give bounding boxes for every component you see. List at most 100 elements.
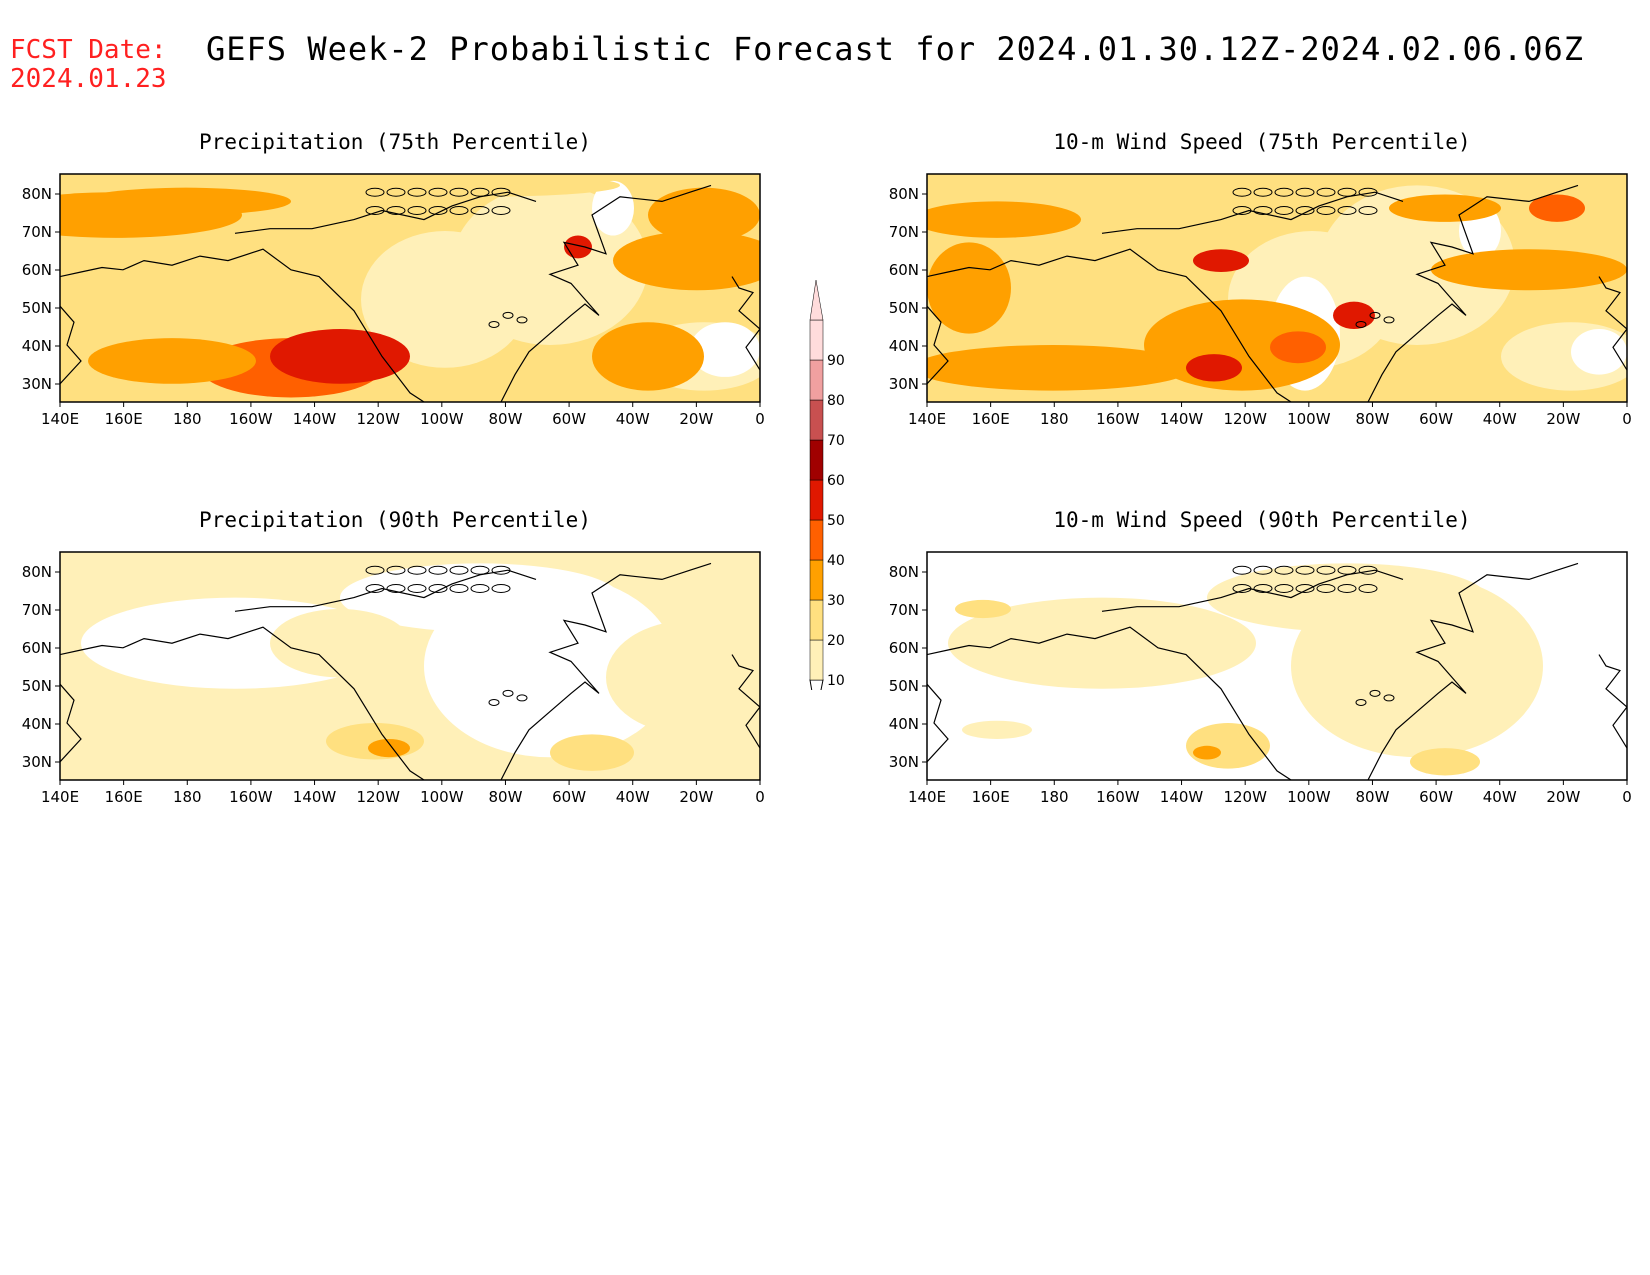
lat-tick-label: 50N xyxy=(22,677,52,695)
lon-tick-label: 20W xyxy=(1546,788,1580,806)
lon-tick-label: 180 xyxy=(1040,788,1069,806)
colorbar-label: 70 xyxy=(827,433,845,449)
colorbar-label: 40 xyxy=(827,553,845,569)
map-region xyxy=(361,231,529,368)
lat-tick-label: 50N xyxy=(22,299,52,317)
map-contour xyxy=(1333,301,1375,330)
map-contour xyxy=(592,322,704,391)
island xyxy=(449,583,469,593)
lake xyxy=(1369,689,1381,697)
lake xyxy=(1383,316,1395,324)
map-contour xyxy=(1193,745,1221,760)
lon-tick-label: 140E xyxy=(908,410,946,428)
lon-tick-label: 40W xyxy=(1483,410,1517,428)
lon-tick-label: 60W xyxy=(1419,788,1453,806)
lat-tick-label: 30N xyxy=(22,375,52,393)
map-precip-90: 140E 160E 180 160W 140W 120W 100W 80W 60W 40W 20W 0… xyxy=(22,551,765,806)
map-contour xyxy=(1431,249,1627,291)
island xyxy=(1232,565,1252,575)
panel-title: Precipitation (90th Percentile) xyxy=(199,508,591,532)
colorbar-segment xyxy=(809,319,824,361)
lat-tick-label: 40N xyxy=(22,715,52,733)
lat-tick-label: 30N xyxy=(889,375,919,393)
map-contour xyxy=(955,599,1011,619)
lat-tick-label: 60N xyxy=(22,261,52,279)
island xyxy=(1274,583,1294,593)
island xyxy=(1337,565,1357,575)
island xyxy=(1337,583,1357,593)
map-contour xyxy=(270,329,410,384)
island xyxy=(386,565,406,575)
coastline xyxy=(1367,184,1579,402)
lon-tick-label: 140W xyxy=(293,410,337,428)
lon-tick-label: 80W xyxy=(1355,788,1389,806)
lake xyxy=(516,694,528,702)
island xyxy=(1316,187,1336,197)
panel-precip-75: Precipitation (75th Percentile) 140E 160E… xyxy=(0,130,830,460)
lon-tick-label: 20W xyxy=(679,410,713,428)
island xyxy=(491,583,511,593)
lon-tick-label: 120W xyxy=(356,410,400,428)
island xyxy=(1232,583,1252,593)
forecast-date-block: FCST Date: 2024.01.23 xyxy=(10,36,167,94)
island xyxy=(1295,565,1315,575)
island xyxy=(1316,205,1336,215)
map-frame xyxy=(59,551,761,781)
island xyxy=(428,205,448,215)
coastline xyxy=(927,683,949,763)
panel-title: 10-m Wind Speed (90th Percentile) xyxy=(1053,508,1471,532)
island xyxy=(1232,187,1252,197)
panel-precip-90: Precipitation (90th Percentile) 140E 160E… xyxy=(0,508,830,838)
island xyxy=(1358,205,1378,215)
lon-tick-label: 160W xyxy=(229,410,273,428)
island xyxy=(449,187,469,197)
island xyxy=(1274,565,1294,575)
island xyxy=(470,583,490,593)
map-contour xyxy=(1193,249,1249,273)
island xyxy=(407,565,427,575)
coastline xyxy=(60,248,425,402)
coastline xyxy=(500,184,712,402)
colorbar-segment xyxy=(809,639,824,681)
lon-tick-label: 160E xyxy=(105,788,143,806)
map-frame xyxy=(59,173,761,403)
lon-tick-label: 20W xyxy=(679,788,713,806)
map-contour xyxy=(116,720,284,749)
coastline xyxy=(60,305,82,385)
lake xyxy=(1355,698,1367,706)
lon-tick-label: 180 xyxy=(1040,410,1069,428)
island xyxy=(470,565,490,575)
colorbar-label: 90 xyxy=(827,353,845,369)
lat-tick-label: 70N xyxy=(22,601,52,619)
lon-tick-label: 100W xyxy=(1287,788,1331,806)
lon-tick-label: 160W xyxy=(1096,410,1140,428)
island xyxy=(365,205,385,215)
lon-tick-label: 100W xyxy=(420,788,464,806)
coastline xyxy=(60,626,425,780)
colorbar-label: 10 xyxy=(827,673,845,689)
lat-tick-label: 40N xyxy=(22,337,52,355)
map-region xyxy=(1571,329,1627,375)
lon-tick-label: 160E xyxy=(105,410,143,428)
lake xyxy=(488,320,500,328)
map-contour xyxy=(564,235,592,259)
map-region xyxy=(592,180,634,236)
island xyxy=(407,187,427,197)
lat-tick-label: 30N xyxy=(889,753,919,771)
lat-tick-label: 80N xyxy=(889,185,919,203)
island xyxy=(1253,583,1273,593)
map-region xyxy=(948,597,1256,689)
lat-tick-label: 70N xyxy=(889,223,919,241)
map-region xyxy=(1207,563,1487,632)
island xyxy=(449,565,469,575)
coastline xyxy=(60,683,82,763)
lake xyxy=(1383,694,1395,702)
island xyxy=(1316,565,1336,575)
island xyxy=(1253,565,1273,575)
colorbar-label: 60 xyxy=(827,473,845,489)
island xyxy=(365,583,385,593)
colorbar-segment xyxy=(809,359,824,401)
forecast-date-label: FCST Date: xyxy=(10,35,167,65)
map-contour xyxy=(962,720,1032,739)
colorbar: 10 20 30 40 50 60 70 80 90 xyxy=(809,279,845,690)
